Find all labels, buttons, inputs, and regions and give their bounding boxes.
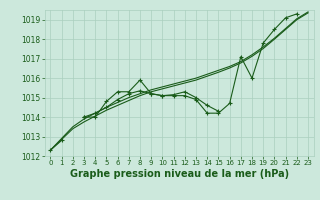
X-axis label: Graphe pression niveau de la mer (hPa): Graphe pression niveau de la mer (hPa)	[70, 169, 289, 179]
